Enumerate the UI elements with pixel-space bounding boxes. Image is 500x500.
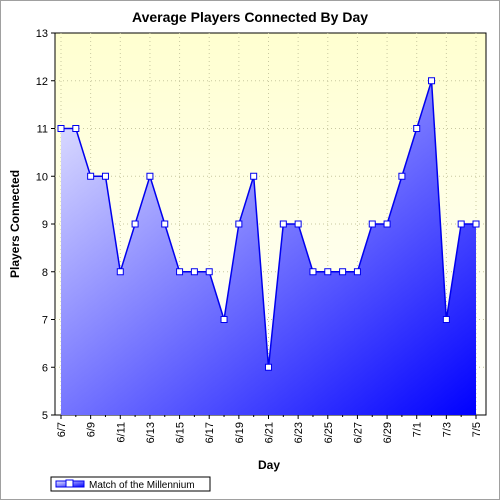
x-tick-label: 6/23 — [293, 422, 305, 443]
data-point — [235, 220, 243, 228]
x-tick-label: 6/13 — [145, 422, 157, 443]
y-tick-label: 5 — [42, 410, 48, 422]
y-tick-label: 9 — [42, 219, 48, 231]
data-point — [161, 220, 169, 228]
series-points — [57, 77, 480, 371]
data-point — [72, 125, 80, 132]
data-point — [398, 172, 406, 180]
x-tick-label: 6/19 — [234, 422, 246, 443]
data-point — [324, 268, 332, 276]
y-tick-label: 13 — [36, 28, 48, 40]
data-point — [442, 316, 450, 323]
y-tick-label: 10 — [36, 171, 48, 183]
y-axis-ticks: 5 6 7 8 9 10 11 12 13 — [36, 28, 55, 422]
y-tick-label: 6 — [42, 362, 48, 374]
legend-marker-icon — [65, 479, 74, 488]
y-axis-title: Players Connected — [8, 170, 22, 278]
data-point — [87, 172, 95, 180]
series-area-fill — [61, 80, 476, 415]
x-tick-label: 6/27 — [352, 422, 364, 443]
legend-box — [50, 476, 211, 492]
y-tick-label: 12 — [36, 76, 48, 88]
data-point — [146, 172, 154, 180]
data-point — [457, 220, 465, 228]
x-tick-label: 6/29 — [382, 422, 394, 443]
data-point — [294, 220, 302, 228]
data-point — [57, 125, 65, 132]
data-point — [368, 220, 376, 228]
chart-title: Average Players Connected By Day — [132, 9, 368, 25]
data-point — [131, 220, 139, 228]
data-point — [309, 268, 317, 276]
data-point — [250, 172, 258, 180]
x-tick-label: 6/21 — [264, 422, 276, 443]
x-tick-label: 6/17 — [204, 422, 216, 443]
data-point — [279, 220, 287, 228]
x-axis-title: Day — [258, 458, 280, 472]
x-tick-label: 7/1 — [412, 422, 424, 437]
x-tick-label: 7/3 — [441, 422, 453, 437]
data-point — [413, 125, 421, 132]
y-tick-label: 8 — [42, 267, 48, 279]
data-point — [265, 363, 272, 371]
legend: Match of the Millennium — [50, 476, 211, 492]
x-tick-label: 6/25 — [323, 422, 335, 443]
x-tick-label: 6/9 — [86, 422, 98, 437]
data-point — [339, 268, 347, 276]
data-point — [353, 268, 361, 276]
data-point — [205, 268, 213, 276]
data-point — [383, 220, 391, 228]
data-point — [220, 316, 228, 323]
data-point — [116, 268, 124, 276]
data-point — [101, 172, 109, 180]
x-axis-ticks: 6/7 6/9 6/11 6/13 6/15 6/17 6/19 6/21 6/23 6/25 6/… — [56, 415, 483, 443]
x-tick-label: 7/5 — [471, 422, 483, 437]
data-point — [176, 268, 184, 276]
x-tick-label: 6/15 — [175, 422, 187, 443]
data-point — [472, 220, 480, 228]
data-point — [190, 268, 198, 276]
x-tick-label: 6/7 — [56, 422, 68, 437]
y-tick-label: 7 — [42, 315, 48, 327]
data-point — [428, 77, 436, 85]
y-tick-label: 11 — [37, 124, 48, 136]
x-tick-label: 6/11 — [115, 422, 127, 443]
legend-label: Match of the Millennium — [89, 480, 195, 491]
